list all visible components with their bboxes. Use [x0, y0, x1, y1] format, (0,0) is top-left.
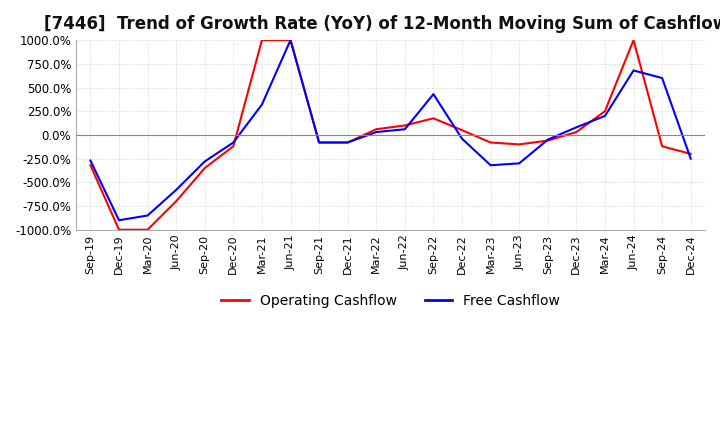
Operating Cashflow	[429, 116, 438, 121]
Free Cashflow	[143, 213, 152, 218]
Free Cashflow	[372, 129, 381, 135]
Free Cashflow	[172, 187, 181, 193]
Operating Cashflow	[686, 151, 695, 157]
Free Cashflow	[515, 161, 523, 166]
Free Cashflow	[343, 140, 352, 145]
Free Cashflow	[200, 159, 209, 164]
Free Cashflow	[286, 37, 294, 43]
Operating Cashflow	[544, 138, 552, 143]
Free Cashflow	[400, 127, 409, 132]
Operating Cashflow	[229, 143, 238, 149]
Operating Cashflow	[172, 198, 181, 204]
Free Cashflow	[458, 136, 467, 141]
Free Cashflow	[629, 68, 638, 73]
Free Cashflow	[229, 140, 238, 145]
Free Cashflow	[429, 92, 438, 97]
Free Cashflow	[600, 114, 609, 119]
Operating Cashflow	[286, 37, 294, 43]
Operating Cashflow	[600, 109, 609, 114]
Operating Cashflow	[114, 227, 123, 232]
Operating Cashflow	[572, 129, 581, 135]
Operating Cashflow	[458, 128, 467, 133]
Operating Cashflow	[629, 37, 638, 43]
Free Cashflow	[544, 137, 552, 142]
Operating Cashflow	[315, 140, 323, 145]
Free Cashflow	[486, 163, 495, 168]
Free Cashflow	[114, 218, 123, 223]
Operating Cashflow	[372, 127, 381, 132]
Title: [7446]  Trend of Growth Rate (YoY) of 12-Month Moving Sum of Cashflows: [7446] Trend of Growth Rate (YoY) of 12-…	[43, 15, 720, 33]
Line: Free Cashflow: Free Cashflow	[91, 40, 690, 220]
Free Cashflow	[572, 125, 581, 130]
Operating Cashflow	[658, 143, 667, 149]
Operating Cashflow	[400, 123, 409, 128]
Operating Cashflow	[515, 142, 523, 147]
Free Cashflow	[315, 140, 323, 145]
Operating Cashflow	[86, 163, 95, 168]
Free Cashflow	[686, 156, 695, 161]
Free Cashflow	[658, 75, 667, 81]
Line: Operating Cashflow: Operating Cashflow	[91, 40, 690, 230]
Legend: Operating Cashflow, Free Cashflow: Operating Cashflow, Free Cashflow	[215, 289, 566, 314]
Operating Cashflow	[258, 37, 266, 43]
Operating Cashflow	[486, 140, 495, 145]
Operating Cashflow	[143, 227, 152, 232]
Free Cashflow	[86, 158, 95, 163]
Operating Cashflow	[200, 165, 209, 171]
Operating Cashflow	[343, 140, 352, 145]
Free Cashflow	[258, 102, 266, 107]
